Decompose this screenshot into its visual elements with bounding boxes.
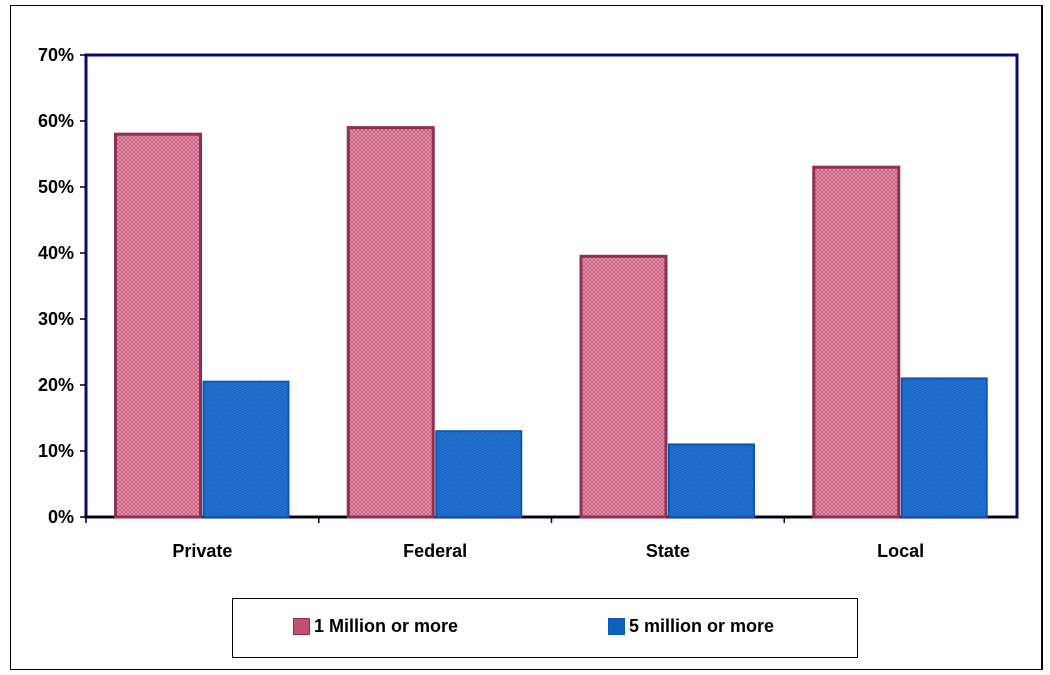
y-tick-label: 30% xyxy=(38,309,74,329)
bar-series-2-private xyxy=(202,380,290,519)
chart-plot: 0% 10% 20% 30% 40% 50% 60% 70% Private Federal Sta… xyxy=(38,45,1019,561)
x-category-label: Private xyxy=(172,541,232,561)
x-category-label: Local xyxy=(877,541,924,561)
y-tick-label: 0% xyxy=(48,507,74,527)
bar-series-2-local xyxy=(900,377,988,518)
legend-swatch-series-1 xyxy=(293,618,310,635)
bar-series-1-state xyxy=(579,254,668,519)
y-tick-label: 40% xyxy=(38,243,74,263)
y-tick-label: 70% xyxy=(38,45,74,65)
bar-series-2-state xyxy=(668,443,755,518)
legend-label-series-2: 5 million or more xyxy=(629,616,775,636)
y-tick-label: 10% xyxy=(38,441,74,461)
legend-label-series-1: 1 Million or more xyxy=(314,616,459,636)
x-category-label: Federal xyxy=(403,541,467,561)
x-category-label: State xyxy=(646,541,690,561)
bar-series-1-local xyxy=(812,165,901,519)
y-tick-label: 50% xyxy=(38,177,74,197)
y-tick-label: 60% xyxy=(38,111,74,131)
legend-swatch-series-2 xyxy=(608,618,625,635)
bar-series-1-federal xyxy=(346,126,435,519)
legend-item-series-2: 5 million or more xyxy=(608,616,774,637)
legend: 1 Million or more 5 million or more xyxy=(232,598,858,658)
chart-frame xyxy=(10,5,1043,670)
bar-series-1-private xyxy=(114,132,202,519)
legend-item-series-1: 1 Million or more xyxy=(293,616,458,637)
bar-series-2-federal xyxy=(435,430,523,519)
y-tick-label: 20% xyxy=(38,375,74,395)
